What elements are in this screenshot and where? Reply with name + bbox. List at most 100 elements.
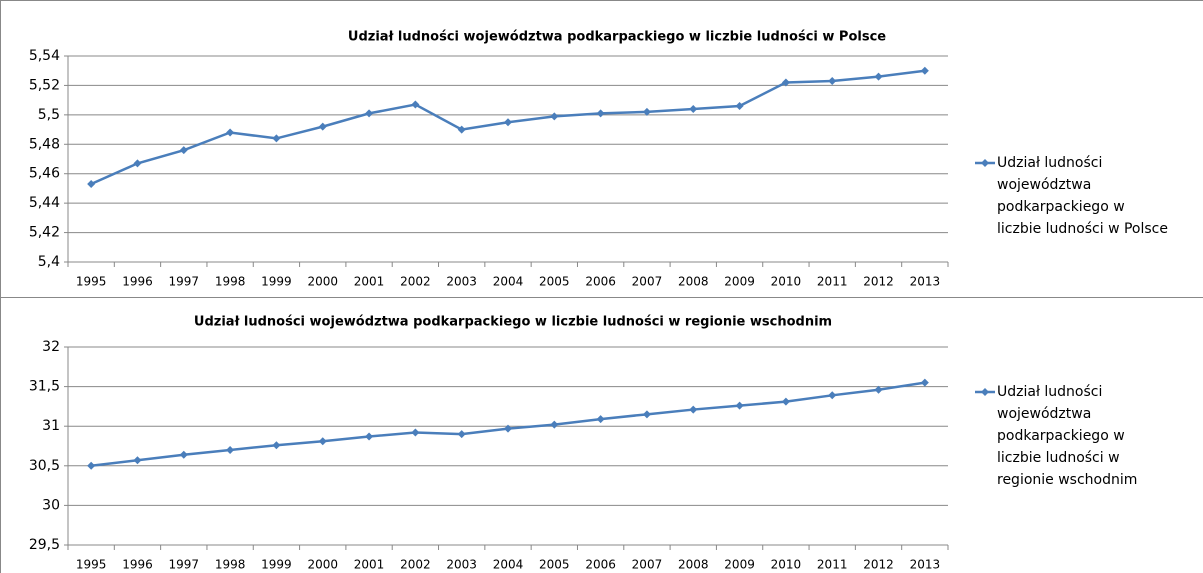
x-tick-label: 2001 [354,558,385,572]
marker [735,102,744,111]
x-tick-label: 2007 [632,275,663,289]
x-tick-label: 2000 [307,558,338,572]
x-tick-label: 2003 [446,558,477,572]
marker [365,109,374,118]
x-tick-label: 2011 [817,275,848,289]
y-tick-label: 5,54 [29,48,60,64]
y-tick-label: 5,44 [29,195,60,211]
chart-title: Udział ludności województwa podkarpackie… [348,30,886,45]
y-tick-label: 5,42 [29,225,60,241]
marker [504,118,512,127]
marker [642,410,651,419]
x-tick-label: 2012 [863,275,894,289]
marker [828,391,837,400]
x-tick-label: 2008 [678,558,709,572]
x-tick-label: 2010 [771,275,802,289]
y-tick-label: 5,52 [29,77,60,93]
x-tick-label: 1998 [215,558,246,572]
x-tick-label: 2006 [585,558,616,572]
y-tick-label: 5,4 [38,254,60,270]
marker [411,100,420,109]
x-tick-label: 2011 [817,558,848,572]
x-tick-label: 2009 [724,558,755,572]
marker [226,128,235,137]
x-tick-label: 2013 [910,275,941,289]
x-tick-label: 1995 [76,275,107,289]
x-tick-label: 1999 [261,275,292,289]
x-tick-label: 2001 [354,275,385,289]
x-tick-label: 2013 [910,558,941,572]
x-tick-label: 1997 [169,558,200,572]
marker [550,112,559,121]
y-tick-label: 30 [42,497,60,513]
x-tick-label: 2004 [493,275,524,289]
marker [272,441,281,450]
marker [735,401,744,410]
x-tick-label: 2006 [585,275,616,289]
marker [781,78,790,87]
marker [133,159,142,168]
y-tick-label: 5,46 [29,166,60,182]
marker [504,424,512,433]
x-tick-label: 1996 [122,275,153,289]
x-tick-label: 2008 [678,275,709,289]
y-tick-label: 5,48 [29,136,60,152]
marker [920,378,929,387]
x-tick-label: 1995 [76,558,107,572]
y-tick-label: 31,5 [29,379,60,395]
y-tick-label: 32 [42,339,60,355]
x-tick-label: 1996 [122,558,153,572]
marker [87,461,96,470]
marker [272,134,281,143]
marker [318,437,327,446]
line [91,381,926,468]
y-tick-label: 29,5 [29,537,60,553]
marker [874,385,883,394]
x-tick-label: 2003 [446,275,477,289]
x-tick-label: 2005 [539,558,570,572]
marker [550,420,559,429]
x-tick-label: 2007 [632,558,663,572]
legend-label: Udział ludności województwa podkarpackie… [997,155,1168,237]
y-tick-label: 30,5 [29,458,60,474]
x-tick-label: 2012 [863,558,894,572]
marker [596,109,605,118]
x-tick-label: 2009 [724,275,755,289]
legend-marker [981,388,989,396]
line [90,69,925,186]
marker [874,72,883,81]
chart-frame [0,0,1203,298]
chart-frame [0,297,1203,573]
marker [226,445,235,454]
x-tick-label: 2002 [400,558,431,572]
x-tick-label: 2002 [400,275,431,289]
x-tick-label: 1999 [261,558,292,572]
marker [179,450,188,459]
y-tick-label: 5,5 [38,107,60,123]
x-tick-label: 2010 [771,558,802,572]
x-tick-label: 1997 [169,275,200,289]
marker [179,146,188,155]
marker [133,456,142,465]
x-tick-label: 1998 [215,275,246,289]
marker [828,77,837,86]
marker [920,66,929,75]
marker [365,432,374,441]
legend-label: Udział ludności województwa podkarpackie… [997,384,1138,488]
x-tick-label: 2005 [539,275,570,289]
marker [457,430,466,439]
marker [318,122,327,131]
marker [596,415,605,424]
marker [642,107,651,116]
legend-marker [981,159,989,167]
marker [689,405,698,414]
x-tick-label: 2004 [493,558,524,572]
marker [411,428,420,437]
marker [457,125,466,134]
y-tick-label: 31 [42,418,60,434]
marker [689,104,698,113]
chart-title: Udział ludności województwa podkarpackie… [194,315,832,330]
marker [87,180,96,189]
